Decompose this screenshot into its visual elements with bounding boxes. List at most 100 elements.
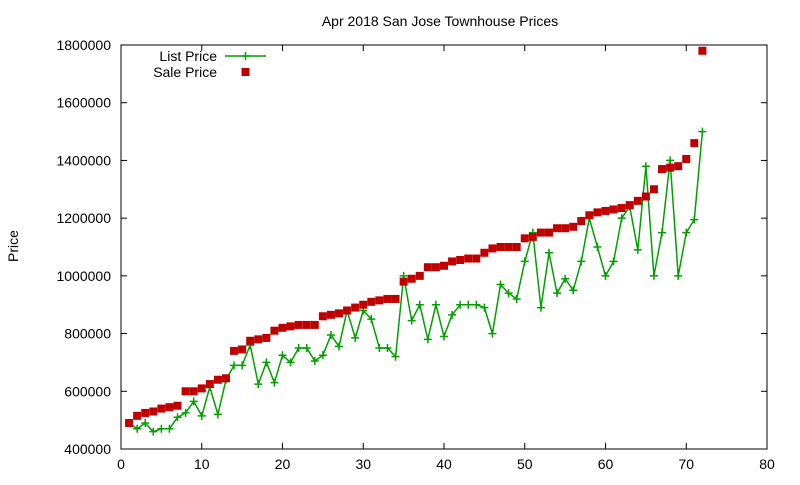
legend-marker-list-price [241, 52, 250, 60]
list-price-point [561, 274, 570, 283]
list-price-point [569, 286, 578, 295]
x-tick-label: 50 [517, 456, 533, 472]
y-axis-label: Price [5, 230, 21, 262]
x-tick-label: 40 [436, 456, 452, 472]
sale-price-point [593, 208, 602, 217]
chart-title: Apr 2018 San Jose Townhouse Prices [322, 13, 558, 29]
list-price-point [472, 300, 481, 309]
list-price-point [698, 127, 707, 136]
list-price-point [181, 408, 190, 417]
sale-price-point [649, 185, 658, 194]
x-tick-label: 70 [678, 456, 694, 472]
list-price-point [512, 294, 521, 303]
list-price-point [415, 300, 424, 309]
list-price-point [448, 310, 457, 319]
legend-label-list-price: List Price [159, 48, 217, 64]
sale-price-point [351, 303, 360, 312]
sale-price-point [520, 234, 529, 243]
sale-price-point [415, 271, 424, 280]
list-price-point [658, 228, 667, 237]
sale-price-point [197, 384, 206, 393]
list-price-point [504, 289, 513, 298]
legend-marker-sale-price [241, 68, 250, 76]
y-axis: 400000 600000 800000 1000000 1200000 1400000 1… [56, 37, 767, 457]
sale-price-point [278, 323, 287, 332]
x-tick-label: 60 [598, 456, 614, 472]
list-price-point [391, 352, 400, 361]
y-tick-label: 1200000 [56, 210, 111, 226]
list-price-point [213, 410, 222, 419]
sale-price-point [125, 419, 134, 428]
list-price-point [593, 243, 602, 251]
list-price-point [601, 271, 610, 280]
sale-price-point [205, 380, 214, 389]
sale-price-point [294, 320, 303, 329]
list-price-point [440, 332, 448, 341]
sale-price-point [456, 255, 465, 264]
sale-price-point [488, 244, 497, 253]
list-price-point [407, 316, 416, 325]
sale-price-point [536, 228, 545, 237]
sale-price-point [254, 335, 263, 344]
sale-price-point [674, 162, 683, 171]
sale-price-point [343, 306, 352, 315]
x-tick-label: 30 [355, 456, 371, 472]
sale-price-point [262, 333, 271, 342]
list-price-point [488, 329, 497, 338]
sale-price-point [504, 243, 513, 251]
y-tick-label: 400000 [64, 441, 111, 457]
sale-price-point [399, 277, 408, 286]
list-price-point [464, 300, 473, 309]
list-price-point [553, 289, 562, 298]
sale-price-point [682, 154, 691, 163]
sale-price-point [440, 261, 448, 270]
list-price-point [666, 156, 675, 165]
list-price-point [310, 356, 319, 365]
y-tick-label: 1600000 [56, 95, 111, 111]
sale-price-point [270, 326, 279, 335]
list-price-point [609, 257, 618, 266]
list-price-point [383, 344, 392, 352]
sale-price-point [448, 257, 457, 266]
sale-price-point [658, 165, 667, 174]
sale-price-point [375, 296, 384, 305]
sale-price-point [690, 139, 699, 148]
list-price-point [230, 361, 239, 370]
sale-price-point [407, 274, 416, 283]
sale-price-point [221, 374, 230, 383]
sale-price-point [480, 248, 489, 257]
sale-price-point [367, 297, 376, 306]
list-price-point [682, 228, 691, 237]
sale-price-point [528, 232, 537, 241]
list-price-point [157, 424, 166, 433]
sale-price-point [577, 217, 586, 226]
list-price-point [690, 215, 699, 224]
list-price-point [367, 315, 376, 324]
list-price-point [294, 344, 303, 352]
list-price-point [617, 214, 626, 223]
x-tick-label: 10 [194, 456, 210, 472]
list-price-point [197, 411, 206, 420]
y-tick-label: 600000 [64, 383, 111, 399]
list-price-point [149, 427, 158, 436]
sale-price-point [472, 254, 481, 263]
list-price-point [351, 333, 360, 342]
y-tick-label: 1400000 [56, 152, 111, 168]
list-price-line [128, 131, 704, 433]
sale-price-point [423, 263, 432, 272]
sale-price-point [666, 163, 675, 172]
sale-price-point [569, 222, 578, 231]
list-price-point [302, 344, 311, 352]
list-price-point [238, 361, 247, 370]
sale-price-point [561, 224, 570, 233]
list-price-point [375, 344, 384, 352]
list-price-point [189, 397, 198, 406]
x-tick-label: 0 [117, 456, 125, 472]
sale-price-point [141, 408, 150, 417]
series-layer [125, 46, 707, 436]
sale-price-point [383, 294, 392, 303]
sale-price-point [302, 320, 311, 329]
list-price-point [544, 248, 553, 257]
